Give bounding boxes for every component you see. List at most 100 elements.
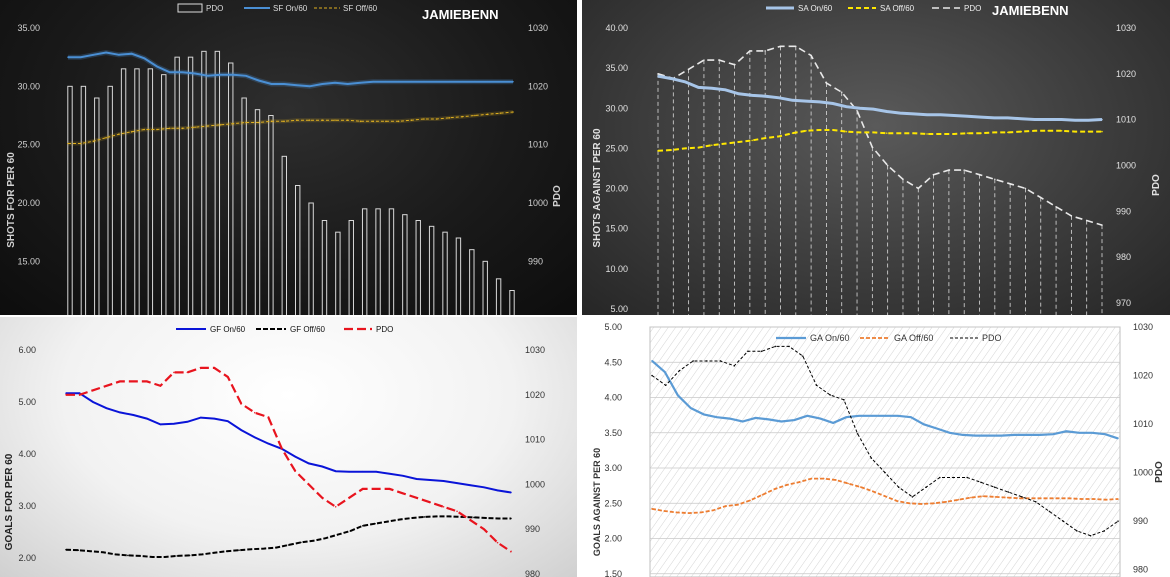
sf-on-point-0 bbox=[67, 56, 69, 58]
sa-on-point-8 bbox=[764, 95, 767, 98]
pdo-point-22 bbox=[361, 488, 364, 490]
pdo-bar-0 bbox=[67, 85, 73, 315]
sa-off-point-26 bbox=[1007, 131, 1009, 134]
sa-on-point-23 bbox=[966, 115, 969, 118]
gf-on-point-13 bbox=[240, 429, 243, 431]
legend-gf-on-label: GF On/60 bbox=[210, 325, 246, 334]
pdo-point-30 bbox=[469, 519, 472, 522]
y2-tick-label-3: 1010 bbox=[525, 435, 545, 445]
pdo-bar-2 bbox=[94, 97, 100, 315]
gf-off-point-23 bbox=[349, 530, 352, 532]
ga-on-point-12 bbox=[806, 415, 809, 417]
gf-off-point-6 bbox=[139, 555, 141, 557]
ga-off-point-23 bbox=[933, 502, 935, 505]
y2-axis-title: PDO bbox=[1151, 174, 1162, 196]
pdo-point-34 bbox=[1117, 520, 1119, 522]
sf-on-point-35 bbox=[512, 80, 514, 83]
sf-on-point-5 bbox=[130, 52, 133, 55]
gf-off-point-19 bbox=[300, 541, 302, 544]
gf-on-point-7 bbox=[159, 423, 162, 426]
y-axis-title: SHOTS FOR PER 60 bbox=[6, 152, 17, 248]
gf-on-point-5 bbox=[132, 414, 135, 416]
gf-off-point-24 bbox=[361, 524, 364, 527]
ga-off-point-8 bbox=[749, 499, 751, 502]
y2-tick-label-2: 1000 bbox=[1133, 468, 1153, 478]
sa-off-point-28 bbox=[1033, 129, 1036, 132]
sf-on-point-34 bbox=[499, 80, 502, 83]
pdo-bar-1 bbox=[80, 85, 87, 315]
ga-on-point-36 bbox=[1117, 437, 1119, 440]
y-tick-label-1: 10.00 bbox=[605, 264, 628, 274]
pdo-bar-4 bbox=[120, 68, 127, 315]
sf-off-point-27 bbox=[410, 119, 413, 121]
pdo-bar-8 bbox=[174, 56, 180, 315]
pdo-point-31 bbox=[1076, 530, 1078, 532]
pdo-point-28 bbox=[442, 506, 445, 508]
pdo-point-16 bbox=[870, 457, 873, 459]
pdo-bar-26 bbox=[415, 220, 421, 315]
pdo-point-17 bbox=[294, 470, 297, 472]
pdo-bar-9 bbox=[187, 56, 194, 315]
sf-on-point-26 bbox=[397, 80, 400, 83]
pdo-point-10 bbox=[788, 345, 790, 348]
gf-off-point-26 bbox=[386, 520, 389, 523]
gf-off-point-27 bbox=[398, 518, 401, 521]
ga-on-point-2 bbox=[677, 394, 679, 397]
sa-on-point-10 bbox=[791, 99, 794, 102]
sa-off-point-27 bbox=[1020, 130, 1023, 133]
ga-off-point-36 bbox=[1092, 498, 1095, 500]
sa-on-point-25 bbox=[993, 117, 996, 119]
sa-off-point-18 bbox=[899, 132, 901, 134]
sa-on-point-1 bbox=[670, 77, 673, 80]
pdo-point-22 bbox=[994, 178, 996, 181]
pdo-bar-32 bbox=[495, 278, 502, 315]
y-tick-label-1: 15.00 bbox=[17, 256, 40, 266]
gf-on-point-10 bbox=[200, 416, 202, 419]
sa-off-point-30 bbox=[1060, 129, 1063, 132]
pdo-point-21 bbox=[978, 173, 981, 176]
ga-on-point-18 bbox=[884, 415, 886, 417]
gf-off-point-15 bbox=[250, 548, 253, 550]
gf-off-point-7 bbox=[151, 556, 154, 558]
sf-on-point-21 bbox=[334, 82, 336, 84]
y-tick-label-6: 4.50 bbox=[604, 357, 622, 367]
sf-on-point-2 bbox=[92, 54, 95, 56]
sa-off-point-31 bbox=[1074, 130, 1076, 133]
y2-tick-label-3: 1010 bbox=[528, 140, 548, 150]
sa-off-point-0 bbox=[657, 150, 659, 152]
ga-on-point-34 bbox=[1091, 431, 1093, 434]
gf-on-point-27 bbox=[429, 479, 431, 481]
sa-on-point-22 bbox=[953, 114, 955, 117]
pdo-bar-14 bbox=[254, 109, 261, 315]
pdo-point-21 bbox=[348, 497, 350, 499]
sf-on-point-22 bbox=[346, 83, 349, 85]
ga-off-point-21 bbox=[908, 502, 911, 505]
sa-on-point-9 bbox=[778, 97, 780, 99]
pdo-point-16 bbox=[902, 178, 904, 181]
sf-on-point-11 bbox=[207, 75, 209, 77]
sa-off-point-5 bbox=[724, 142, 727, 145]
sf-off-point-21 bbox=[334, 119, 336, 121]
pdo-point-9 bbox=[794, 45, 797, 48]
pdo-line bbox=[657, 45, 1103, 226]
legend-sa-on-label: SA On/60 bbox=[798, 4, 833, 13]
ga-on-point-19 bbox=[897, 415, 899, 417]
pdo-line bbox=[66, 366, 512, 553]
y2-tick-label-5: 1020 bbox=[1116, 69, 1136, 79]
sf-off-point-8 bbox=[168, 127, 171, 130]
ga-on-point-6 bbox=[728, 417, 731, 420]
y-tick-label-4: 6.00 bbox=[18, 345, 36, 355]
pdo-bar-3 bbox=[107, 85, 113, 315]
sa-off-point-29 bbox=[1047, 129, 1049, 132]
sa-off-point-21 bbox=[939, 133, 942, 135]
y2-tick-label-2: 990 bbox=[1116, 206, 1131, 216]
gf-on-point-33 bbox=[510, 491, 512, 494]
pdo-point-27 bbox=[1021, 496, 1023, 498]
pdo-point-21 bbox=[939, 476, 941, 479]
pdo-point-3 bbox=[703, 59, 705, 61]
pdo-point-12 bbox=[227, 376, 229, 378]
gf-off-point-20 bbox=[312, 540, 315, 542]
pdo-point-26 bbox=[1055, 205, 1057, 208]
y-tick-label-0: 1.50 bbox=[604, 569, 622, 577]
pdo-point-29 bbox=[456, 510, 458, 513]
